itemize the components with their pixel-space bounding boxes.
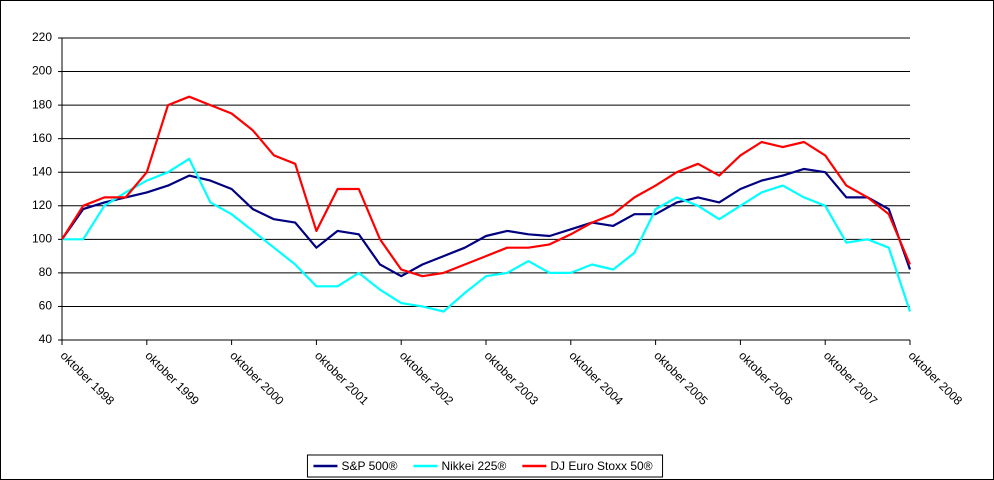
legend: S&P 500® Nikkei 225® DJ Euro Stoxx 50® bbox=[306, 454, 664, 478]
y-tick-label: 100 bbox=[32, 232, 52, 246]
y-tick-label: 220 bbox=[32, 30, 52, 44]
series-line bbox=[61, 95, 912, 278]
y-tick-label: 140 bbox=[32, 164, 52, 178]
y-tick-label: 160 bbox=[32, 131, 52, 145]
y-tick-label: 180 bbox=[32, 97, 52, 111]
y-tick-label: 200 bbox=[32, 64, 52, 78]
y-tick-label: 80 bbox=[39, 265, 53, 279]
legend-label: Nikkei 225® bbox=[441, 459, 506, 473]
legend-label: S&P 500® bbox=[341, 459, 397, 473]
y-tick-label: 60 bbox=[39, 299, 53, 313]
y-tick-label: 120 bbox=[32, 198, 52, 212]
y-tick-label: 40 bbox=[39, 332, 53, 346]
legend-box bbox=[306, 454, 664, 478]
series-line bbox=[62, 157, 912, 313]
legend-label: DJ Euro Stoxx 50® bbox=[550, 459, 652, 473]
series-line bbox=[61, 167, 912, 278]
